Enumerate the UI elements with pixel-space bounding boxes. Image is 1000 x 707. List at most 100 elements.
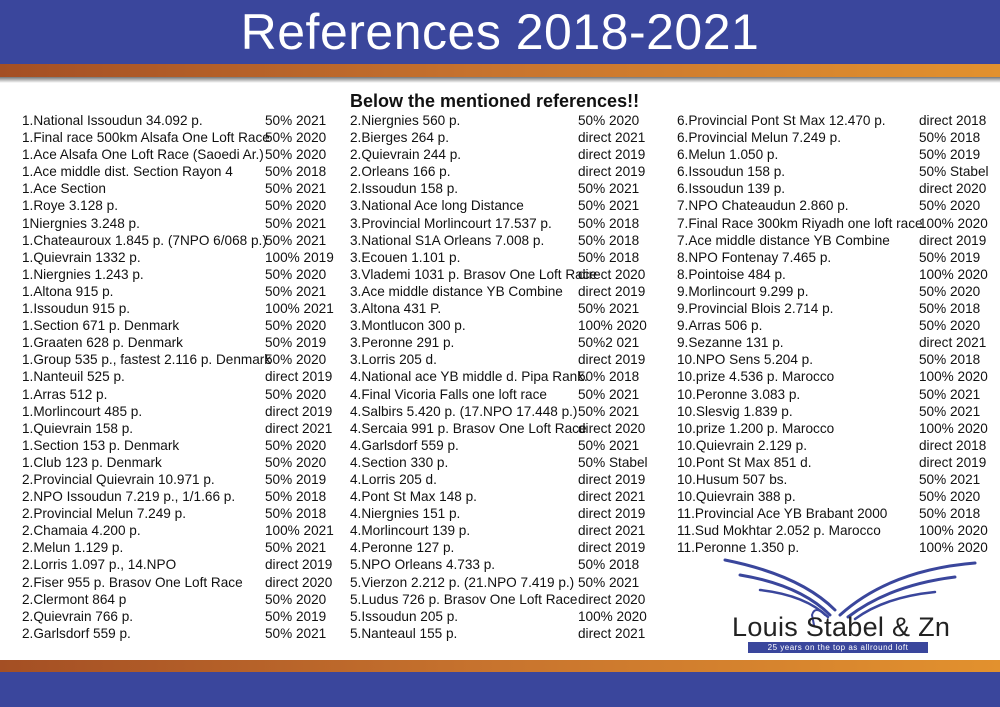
reference-result: 50% 2018 (265, 489, 327, 505)
reference-name: 10.Pont St Max 851 d. (677, 454, 812, 470)
reference-name: 9.Morlincourt 9.299 p. (677, 283, 809, 299)
reference-result: 50% 2018 (578, 215, 640, 231)
reference-name: 4.Morlincourt 139 p. (350, 523, 471, 539)
reference-name: 1.Quievrain 1332 p. (22, 249, 141, 265)
reference-result: 50% 2018 (578, 249, 640, 265)
reference-result: direct 2021 (919, 335, 987, 351)
reference-name: 10.Peronne 3.083 p. (677, 386, 801, 402)
reference-name: 1.Ace middle dist. Section Rayon 4 (22, 164, 233, 180)
reference-result: 50% 2021 (265, 113, 327, 128)
reference-name: 1.Final race 500km Alsafa One Loft Race (22, 130, 270, 146)
reference-result: 50% 2020 (578, 113, 640, 128)
pigeon-wings-icon (723, 558, 977, 626)
reference-result: 100% 2020 (919, 266, 988, 282)
reference-result: 50% 2021 (265, 540, 327, 556)
reference-result: 50% 2021 (919, 471, 981, 487)
reference-name: 6.Issoudun 158 p. (677, 164, 786, 180)
reference-result: 50% 2019 (265, 335, 327, 351)
reference-result: 50%2 021 (578, 335, 640, 351)
reference-result: 50% 2020 (265, 352, 327, 368)
reference-name: 1.Ace Section (22, 181, 106, 197)
logo-name: Louis Stabel & Zn (732, 612, 951, 642)
reference-name: 1.Issoudun 915 p. (22, 301, 131, 317)
reference-result: direct 2020 (578, 420, 646, 436)
reference-name: 2.Quievrain 766 p. (22, 608, 134, 624)
reference-name: 10.prize 1.200 p. Marocco (677, 420, 835, 436)
reference-name: 5.Issoudun 205 p. (350, 608, 459, 624)
page-title: References 2018-2021 (240, 4, 760, 60)
reference-result: 50% 2020 (265, 591, 327, 607)
reference-name: 1.Morlincourt 485 p. (22, 403, 143, 419)
reference-name: 2.Provincial Melun 7.249 p. (22, 506, 186, 522)
reference-name: 4.National ace YB middle d. Pipa Rank. (350, 369, 588, 385)
reference-result: 50% 2018 (919, 130, 981, 146)
reference-result: 50% 2021 (578, 403, 640, 419)
reference-name: 11.Sud Mokhtar 2.052 p. Marocco (677, 523, 881, 539)
reference-result: 50% 2018 (919, 506, 981, 522)
reference-name: 2.Garlsdorf 559 p. (22, 625, 131, 641)
reference-name: 3.Montlucon 300 p. (350, 318, 466, 334)
reference-name: 10.Slesvig 1.839 p. (677, 403, 793, 419)
reference-result: 50% 2021 (265, 625, 327, 641)
reference-result: 100% 2020 (919, 420, 988, 436)
reference-result: 50% 2018 (578, 369, 640, 385)
reference-name: 3.Lorris 205 d. (350, 352, 437, 368)
reference-result: 50% 2020 (919, 318, 981, 334)
reference-result: direct 2021 (578, 523, 646, 539)
reference-name: 9.Sezanne 131 p. (677, 335, 784, 351)
reference-name: 3.Altona 431 P. (350, 301, 442, 317)
reference-name: 1.Quievrain 158 p. (22, 420, 134, 436)
reference-result: 50% 2018 (919, 352, 981, 368)
reference-result: direct 2019 (265, 557, 333, 573)
top-orange-band (0, 64, 1000, 77)
reference-result: 50% 2020 (919, 489, 981, 505)
reference-name: 3.Peronne 291 p. (350, 335, 455, 351)
reference-name: 10.Quievrain 388 p. (677, 489, 796, 505)
reference-result: direct 2019 (578, 540, 646, 556)
reference-name: 1.Ace Alsafa One Loft Race (Saoedi Ar.) (22, 147, 264, 163)
reference-name: 5.NPO Orleans 4.733 p. (350, 557, 496, 573)
reference-result: 50% 2018 (919, 301, 981, 317)
reference-name: 10.prize 4.536 p. Marocco (677, 369, 835, 385)
reference-result: 50% Stabel (578, 454, 648, 470)
reference-result: 50% 2018 (265, 506, 327, 522)
reference-result: 50% 2021 (265, 283, 327, 299)
reference-result: 100% 2020 (919, 369, 988, 385)
band-shadow (0, 77, 1000, 83)
reference-result: 100% 2020 (578, 318, 647, 334)
reference-result: 50% 2020 (265, 266, 327, 282)
reference-name: 2.Provincial Quievrain 10.971 p. (22, 471, 215, 487)
reference-name: 1.Arras 512 p. (22, 386, 108, 402)
reference-result: 50% 2019 (265, 608, 327, 624)
footer-bar (0, 672, 1000, 707)
reference-result: direct 2020 (919, 181, 987, 197)
reference-result: 50% 2021 (265, 215, 327, 231)
reference-name: 1.Graaten 628 p. Denmark (22, 335, 183, 351)
reference-name: 4.Section 330 p. (350, 454, 449, 470)
reference-result: direct 2018 (919, 113, 987, 128)
reference-result: 50% 2020 (919, 198, 981, 214)
reference-result: 50% 2020 (265, 318, 327, 334)
reference-result: 50% 2021 (265, 232, 327, 248)
reference-name: 6.Melun 1.050 p. (677, 147, 779, 163)
reference-name: 1.Section 153 p. Denmark (22, 437, 180, 453)
reference-name: 6.Issoudun 139 p. (677, 181, 786, 197)
reference-result: 50% 2019 (265, 471, 327, 487)
reference-name: 2.NPO Issoudun 7.219 p., 1/1.66 p. (22, 489, 236, 505)
reference-name: 2.Quievrain 244 p. (350, 147, 462, 163)
reference-result: 50% 2018 (578, 232, 640, 248)
reference-name: 5.Ludus 726 p. Brasov One Loft Race (350, 591, 578, 607)
reference-result: 50% 2021 (578, 198, 640, 214)
reference-name: 2.Niergnies 560 p. (350, 113, 461, 128)
reference-name: 9.Arras 506 p. (677, 318, 763, 334)
reference-name: 2.Bierges 264 p. (350, 130, 449, 146)
reference-name: 11.Peronne 1.350 p. (677, 540, 800, 556)
reference-result: direct 2019 (578, 471, 646, 487)
reference-name: 1.Club 123 p. Denmark (22, 454, 162, 470)
reference-name: 1.Altona 915 p. (22, 283, 114, 299)
reference-result: 50% 2021 (578, 574, 640, 590)
reference-name: 4.Final Vicoria Falls one loft race (350, 386, 547, 402)
reference-result: 50% 2020 (265, 437, 327, 453)
reference-result: 50% Stabel (919, 164, 989, 180)
reference-result: 100% 2020 (919, 215, 988, 231)
